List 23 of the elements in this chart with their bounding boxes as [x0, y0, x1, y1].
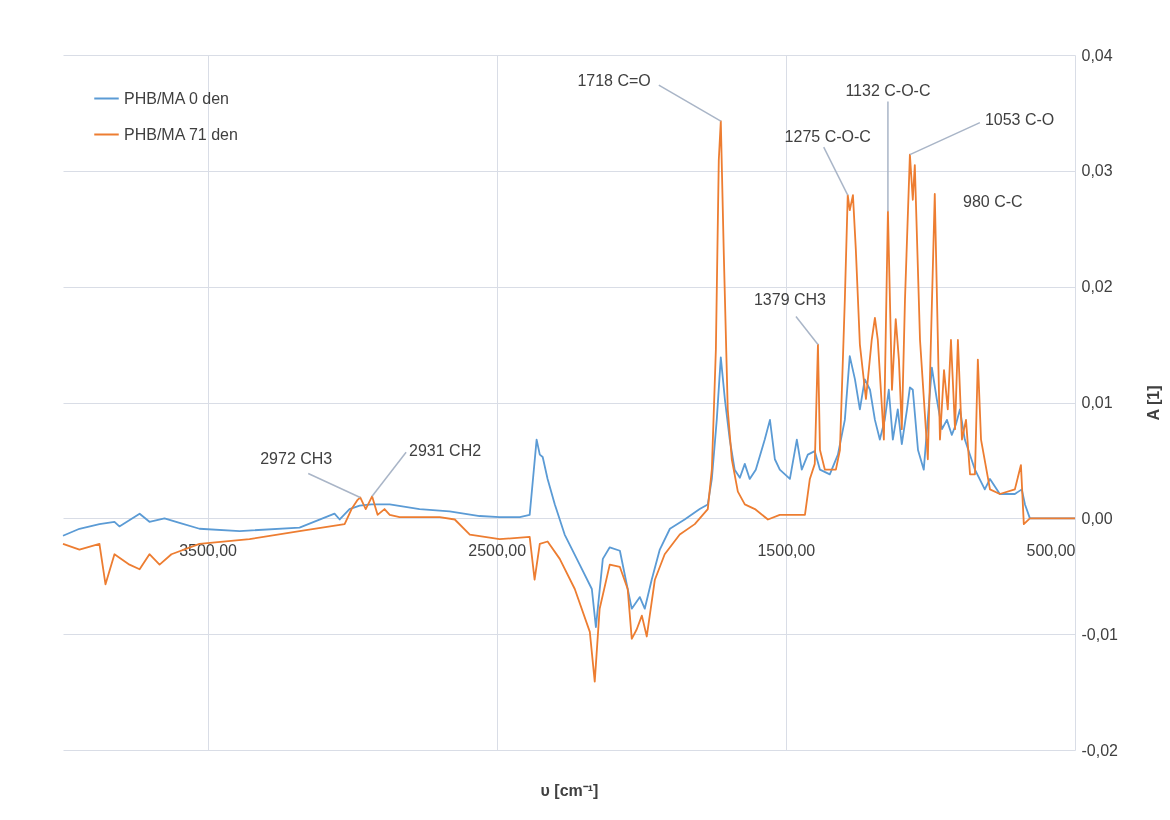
y-axis-title: A [1]	[1144, 385, 1162, 421]
y-tick-label: 0,00	[1081, 509, 1113, 527]
x-tick-label: 2500,00	[468, 541, 527, 559]
y-tick-label: 0,04	[1081, 46, 1113, 64]
annotation: 1132 C-O-C	[845, 82, 931, 100]
annotation: 2972 CH3	[260, 450, 333, 468]
legend-label: PHB/MA 71 den	[124, 125, 238, 143]
annotation: 1718 C=O	[577, 72, 651, 90]
annotation: 1379 CH3	[753, 290, 827, 308]
annotation: 1053 C-O	[984, 110, 1055, 128]
x-tick-label: 3500,00	[179, 541, 238, 559]
y-tick-label: 0,01	[1081, 394, 1113, 411]
annotation: 1275 C-O-C	[784, 128, 871, 146]
x-tick-label: 500,00	[1026, 541, 1076, 559]
annotation: 2931 CH2	[409, 442, 482, 460]
x-tick-label: 1500,00	[757, 541, 816, 559]
x-axis-title: υ [cm⁻¹]	[540, 781, 599, 799]
legend-label: PHB/MA 0 den	[124, 89, 229, 107]
annotation: 980 C-C	[962, 193, 1023, 210]
y-tick-label: -0,01	[1081, 625, 1119, 643]
y-tick-label: -0,02	[1081, 741, 1119, 759]
y-tick-label: 0,03	[1081, 162, 1113, 180]
y-tick-label: 0,02	[1081, 278, 1113, 296]
